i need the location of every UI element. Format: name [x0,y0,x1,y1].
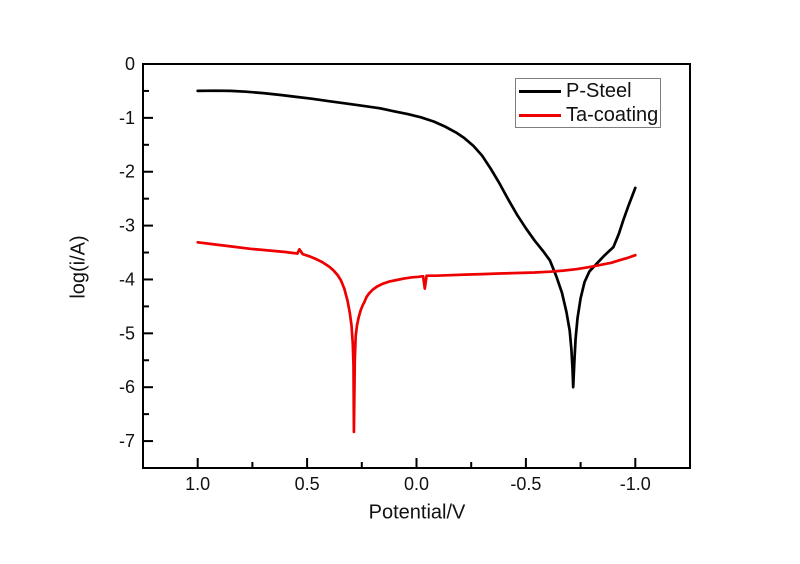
series-curve-p-steel [196,89,637,389]
x-axis-title: Potential/V [368,501,466,524]
y-tick-label: -7 [119,431,135,451]
y-tick-label: 0 [125,54,135,74]
y-tick-label: -4 [119,269,135,289]
y-tick-label: -6 [119,377,135,397]
legend-label-p-steel: P-Steel [566,80,632,102]
legend-line-p-steel [519,89,561,93]
x-tick-label: 0.5 [295,474,320,494]
x-tick-label: 1.0 [185,474,210,494]
y-axis-title: log(i/A) [67,235,90,299]
x-tick-label: -1.0 [620,474,651,494]
y-tick-label: -5 [119,323,135,343]
x-tick-label: 0.0 [404,474,429,494]
legend: P-Steel Ta-coating [515,78,661,128]
legend-line-ta-coating [519,113,561,117]
legend-label-ta-coating: Ta-coating [566,104,659,126]
plot-frame [142,63,691,469]
y-tick-label: -1 [119,108,135,128]
y-tick-label: -3 [119,216,135,236]
x-tick-label: -0.5 [510,474,541,494]
legend-item-ta-coating: Ta-coating [516,103,660,127]
series-curve-ta-coating [196,240,637,434]
legend-item-p-steel: P-Steel [516,79,660,103]
y-tick-label: -2 [119,162,135,182]
